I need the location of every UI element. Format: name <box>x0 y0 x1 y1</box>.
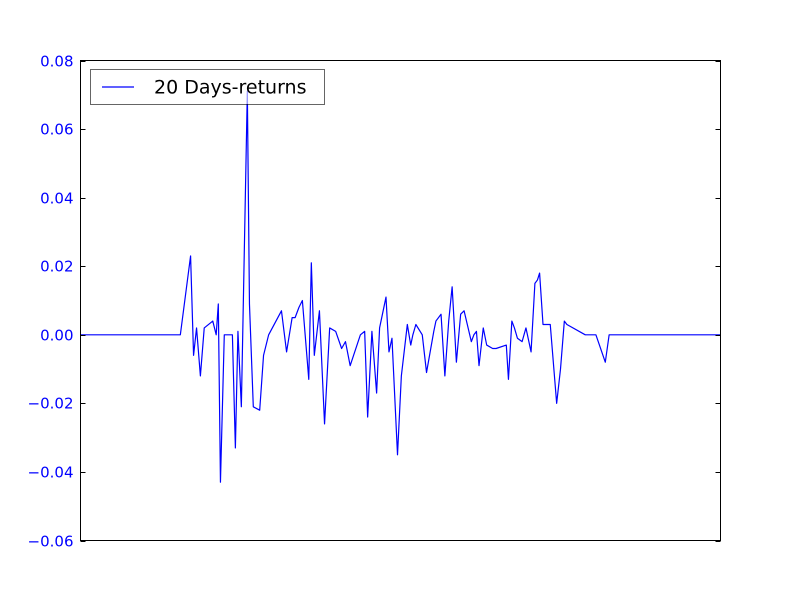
legend-box <box>90 69 325 105</box>
plot-area <box>80 90 721 483</box>
series-line-20-days-returns <box>80 90 721 483</box>
y-axis: −0.06 −0.04 −0.02 0.00 0.02 0.04 0.06 0.08 <box>28 53 721 551</box>
y-tick-label: 0.08 <box>40 53 73 71</box>
y-tick-label: −0.02 <box>28 395 74 413</box>
y-tick-label: −0.04 <box>28 464 74 482</box>
legend-label-20-days-returns: 20 Days-returns <box>154 77 306 99</box>
legend: 20 Days-returns <box>90 69 325 105</box>
y-tick-label: −0.06 <box>28 533 74 551</box>
axes-frame <box>80 60 721 541</box>
y-tick-label: 0.04 <box>40 190 73 208</box>
y-tick-label: 0.06 <box>40 121 73 139</box>
y-tick-label: 0.02 <box>40 258 73 276</box>
y-tick-label: 0.00 <box>40 327 73 345</box>
